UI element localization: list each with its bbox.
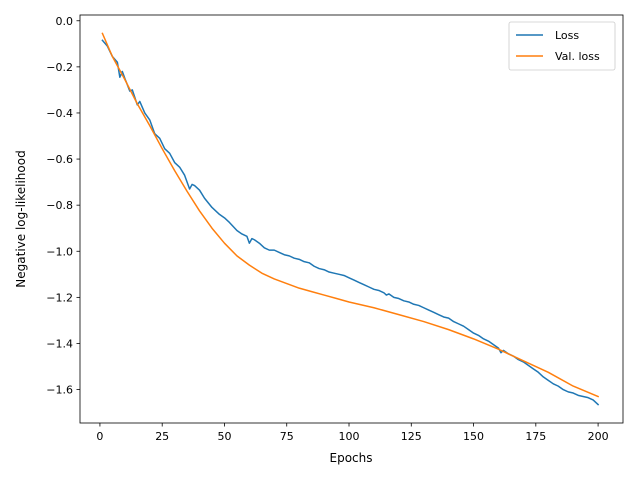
legend-box [508,21,616,71]
y-tick-label: 0.0 [56,15,74,28]
y-tick-label: −0.4 [46,107,73,120]
y-tick-label: −0.8 [46,199,73,212]
y-tick-label: −1.4 [46,337,73,350]
x-tick-label: 0 [96,430,103,443]
x-axis-label: Epochs [330,451,373,465]
y-tick-label: −1.0 [46,245,73,258]
x-tick-label: 75 [280,430,294,443]
x-tick-label: 100 [339,430,360,443]
legend-label-loss: Loss [555,29,579,42]
series-layer [101,32,600,406]
plot-frame [79,14,624,424]
y-tick-label: −0.2 [46,61,73,74]
y-tick-label: −0.6 [46,153,73,166]
x-tick-label: 150 [463,430,484,443]
y-tick-label: −1.2 [46,291,73,304]
series-line-val-loss [101,32,600,398]
legend: Loss Val. loss [508,21,616,71]
y-axis-label: Negative log-likelihood [14,150,28,287]
x-tick-label: 25 [155,430,169,443]
x-tick-label: 175 [525,430,546,443]
axes-layer: 0 25 50 75 100 125 150 175 200 0.0 −0.2 −0.4 −0.6 −0.… [46,14,624,443]
x-tick-label: 200 [588,430,609,443]
x-tick-label: 125 [401,430,422,443]
x-tick-label: 50 [217,430,231,443]
legend-label-val-loss: Val. loss [555,50,600,63]
y-tick-label: −1.6 [46,384,73,397]
